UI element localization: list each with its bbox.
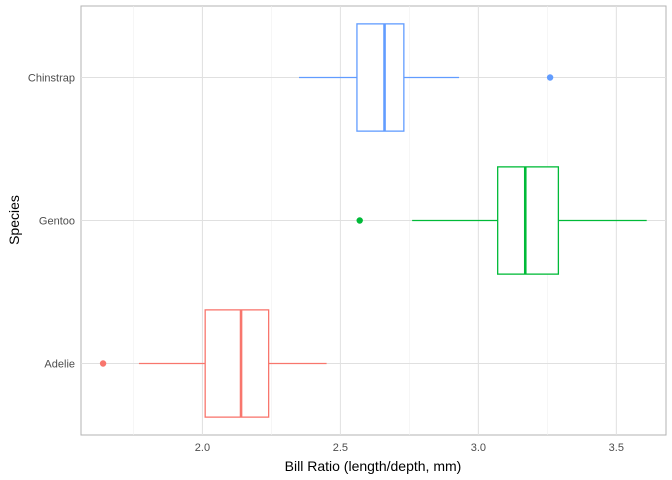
x-tick-label: 2.0 xyxy=(195,442,210,454)
box-gentoo xyxy=(356,166,647,275)
x-tick-label: 3.0 xyxy=(471,442,486,454)
iqr-box xyxy=(356,23,405,132)
x-axis-title: Bill Ratio (length/depth, mm) xyxy=(285,458,462,474)
box-adelie xyxy=(99,309,327,418)
y-tick-labels: Adelie Gentoo Chinstrap xyxy=(28,73,75,371)
y-tick-label: Gentoo xyxy=(39,216,75,228)
outlier-point xyxy=(356,217,363,224)
y-tick-label: Adelie xyxy=(44,359,75,371)
x-tick-labels: 2.0 2.5 3.0 3.5 xyxy=(195,442,624,454)
iqr-box xyxy=(204,309,270,418)
box-series xyxy=(99,23,647,418)
x-tick-label: 2.5 xyxy=(333,442,348,454)
iqr-box xyxy=(497,166,560,275)
box-chinstrap xyxy=(298,23,554,132)
outlier-point xyxy=(546,74,554,81)
outlier-point xyxy=(99,360,107,367)
x-tick-label: 3.5 xyxy=(609,442,624,454)
y-axis-title: Species xyxy=(6,195,22,245)
y-tick-label: Chinstrap xyxy=(28,73,75,85)
